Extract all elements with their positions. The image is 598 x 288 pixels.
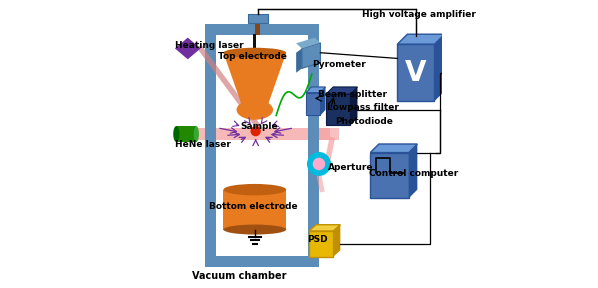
Bar: [398, 44, 435, 101]
Text: Top electrode: Top electrode: [218, 52, 286, 61]
Polygon shape: [175, 38, 200, 59]
Ellipse shape: [224, 184, 286, 195]
Circle shape: [251, 126, 261, 136]
Circle shape: [307, 152, 331, 176]
Text: PSD: PSD: [307, 235, 328, 244]
Polygon shape: [296, 48, 302, 73]
Bar: [176, 126, 196, 142]
Bar: [370, 153, 409, 198]
Bar: [205, 256, 319, 267]
Bar: [224, 190, 286, 230]
Polygon shape: [224, 53, 286, 110]
Polygon shape: [350, 87, 358, 126]
Polygon shape: [409, 144, 417, 198]
Text: Photodiode: Photodiode: [335, 117, 393, 126]
Bar: [196, 128, 330, 140]
Circle shape: [313, 158, 325, 170]
Text: Pyrometer: Pyrometer: [312, 60, 365, 69]
Polygon shape: [306, 87, 325, 93]
Bar: [308, 24, 319, 267]
Bar: [326, 94, 350, 126]
Bar: [248, 14, 268, 23]
Polygon shape: [296, 38, 321, 48]
Bar: [254, 34, 256, 53]
Bar: [205, 24, 216, 267]
Polygon shape: [321, 87, 325, 115]
Text: High voltage amplifier: High voltage amplifier: [362, 10, 475, 19]
Polygon shape: [326, 87, 358, 94]
Ellipse shape: [194, 126, 199, 142]
Bar: [255, 22, 261, 35]
Text: Bottom electrode: Bottom electrode: [209, 202, 298, 211]
Ellipse shape: [224, 48, 286, 58]
Text: HeNe laser: HeNe laser: [175, 140, 231, 149]
Polygon shape: [333, 225, 340, 257]
Ellipse shape: [173, 126, 179, 142]
Polygon shape: [398, 34, 444, 44]
Ellipse shape: [237, 100, 273, 120]
Text: Lowpass filter: Lowpass filter: [327, 103, 399, 112]
Text: Beam splitter: Beam splitter: [318, 90, 386, 98]
Polygon shape: [370, 144, 417, 153]
Bar: [248, 14, 268, 23]
Polygon shape: [302, 43, 321, 69]
Text: Aperture: Aperture: [328, 163, 373, 172]
Bar: [319, 128, 339, 140]
Ellipse shape: [224, 225, 286, 234]
Text: V: V: [405, 59, 427, 87]
Text: Vacuum chamber: Vacuum chamber: [192, 271, 286, 281]
Text: Control computer: Control computer: [369, 169, 458, 179]
Text: Heating laser: Heating laser: [175, 41, 243, 50]
Text: Sample: Sample: [240, 122, 278, 131]
Bar: [306, 93, 321, 115]
Bar: [309, 231, 333, 257]
Polygon shape: [309, 225, 340, 231]
Bar: [205, 24, 319, 35]
Polygon shape: [435, 34, 444, 101]
